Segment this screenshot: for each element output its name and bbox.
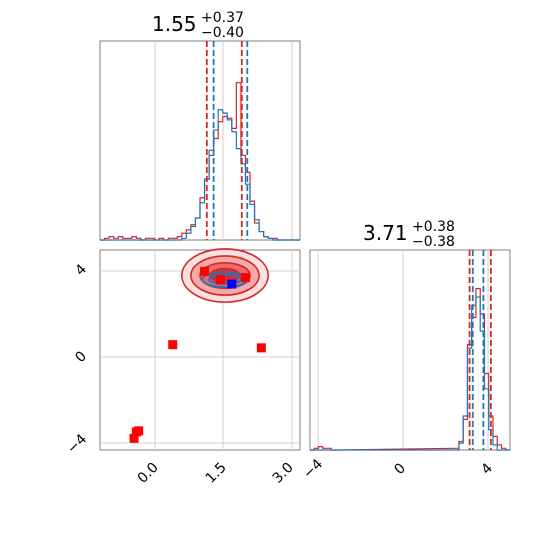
joint-xtick-label: 3.0: [270, 460, 297, 487]
hist-param2-grid: [317, 250, 489, 450]
joint-ytick-label: 4: [72, 261, 90, 279]
hist-param2-panel: 3.71 +0.38 −0.38 −4 0 4: [300, 219, 511, 482]
hist-param1-frame: [99, 40, 301, 241]
joint-reference-point: [200, 266, 210, 276]
hist-param2-title-upper-error: +0.38: [412, 219, 455, 235]
joint-xtick-label: 1.5: [203, 460, 230, 487]
joint-truth-point: [227, 279, 237, 289]
hist-param2-posterior-series: [310, 296, 510, 451]
joint-reference-point: [131, 427, 141, 437]
hist-param1-grid: [154, 41, 293, 240]
joint-reference-point: [215, 275, 225, 285]
hist-param2-frame: [309, 249, 511, 451]
hist-param1-marks: [100, 41, 300, 241]
hist-param1-title-value: 1.55: [152, 12, 197, 36]
hist-param1-title-upper-error: +0.37: [201, 10, 244, 26]
joint-ytick-labels: 4 0 −4: [64, 261, 90, 457]
joint-reference-point: [129, 433, 139, 443]
hist-param2-xtick-label: 0: [391, 460, 409, 478]
joint-grid: [100, 250, 300, 450]
joint-xtick-labels: 0.0 1.5 3.0: [135, 460, 297, 487]
hist-param1-panel: 1.55 +0.37 −0.40: [99, 10, 301, 241]
joint-ytick-label: 0: [72, 348, 90, 366]
joint-marks: [129, 248, 269, 443]
joint-posterior-contour: [208, 274, 242, 285]
joint-xtick-label: 0.0: [135, 460, 162, 487]
joint-frame: [99, 249, 301, 451]
hist-param1-posterior-series: [100, 109, 300, 241]
hist-param1-title-lower-error: −0.40: [201, 25, 244, 41]
joint-reference-point: [240, 273, 250, 283]
joint-ytick-label: −4: [64, 431, 90, 457]
joint-reference-point: [168, 340, 178, 350]
joint-reference-point: [256, 343, 266, 353]
hist-param2-xtick-label: −4: [300, 456, 326, 482]
hist-param2-xtick-labels: −4 0 4: [300, 456, 496, 482]
hist-param2-title-value: 3.71: [363, 221, 408, 245]
hist-param2-xtick-label: 4: [478, 460, 496, 478]
hist-param2-marks: [310, 250, 510, 451]
joint-panel: 4 0 −4 0.0 1.5 3.0: [64, 248, 301, 487]
hist-param2-title-lower-error: −0.38: [412, 234, 455, 250]
